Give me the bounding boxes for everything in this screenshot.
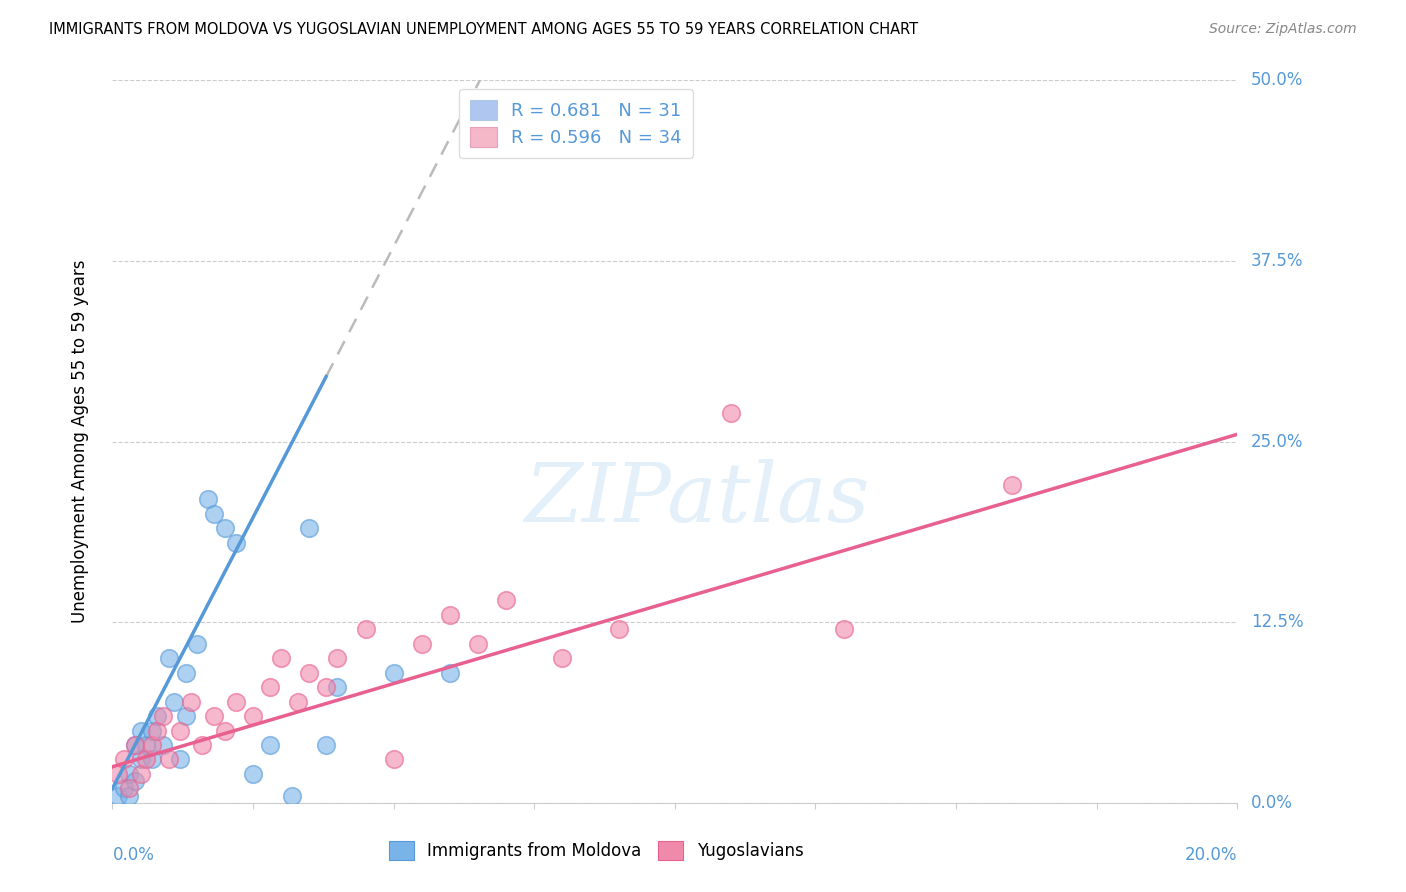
Text: 50.0%: 50.0% (1251, 71, 1303, 89)
Point (124, 774, 146, 789)
Point (720, 406, 742, 420)
Text: IMMIGRANTS FROM MOLDOVA VS YUGOSLAVIAN UNEMPLOYMENT AMONG AGES 55 TO 59 YEARS CO: IMMIGRANTS FROM MOLDOVA VS YUGOSLAVIAN U… (49, 22, 918, 37)
Point (214, 723, 236, 738)
Point (315, 680, 337, 694)
Point (287, 695, 309, 709)
Text: 25.0%: 25.0% (1251, 433, 1303, 450)
Point (129, 723, 152, 738)
Text: 20.0%: 20.0% (1185, 847, 1237, 864)
Point (107, 789, 129, 803)
Point (242, 709, 264, 723)
Point (141, 723, 163, 738)
Point (146, 723, 169, 738)
Point (141, 752, 163, 766)
Point (202, 709, 225, 723)
Point (107, 767, 129, 781)
Text: 0.0%: 0.0% (112, 847, 155, 864)
Point (152, 738, 174, 752)
Point (112, 781, 135, 796)
Point (197, 492, 219, 507)
Point (146, 709, 169, 723)
Point (118, 781, 141, 796)
Point (129, 752, 152, 766)
Point (118, 767, 141, 781)
Point (169, 752, 191, 766)
Point (135, 738, 157, 752)
Point (495, 593, 517, 607)
Point (163, 695, 186, 709)
Point (169, 723, 191, 738)
Text: 12.5%: 12.5% (1251, 613, 1303, 632)
Point (298, 521, 321, 535)
Point (270, 651, 292, 665)
Point (186, 637, 208, 651)
Point (259, 738, 281, 752)
Point (315, 738, 337, 752)
Point (326, 651, 349, 665)
Text: Source: ZipAtlas.com: Source: ZipAtlas.com (1209, 22, 1357, 37)
Point (382, 752, 405, 766)
Point (242, 767, 264, 781)
Point (141, 738, 163, 752)
Text: 0.0%: 0.0% (1251, 794, 1294, 812)
Point (180, 695, 202, 709)
Point (157, 651, 180, 665)
Point (1001, 478, 1024, 492)
Legend: Immigrants from Moldova, Yugoslavians: Immigrants from Moldova, Yugoslavians (382, 835, 810, 867)
Point (124, 738, 146, 752)
Point (439, 665, 461, 680)
Point (607, 623, 630, 637)
Point (124, 738, 146, 752)
Point (439, 607, 461, 622)
Text: 37.5%: 37.5% (1251, 252, 1303, 270)
Point (832, 623, 855, 637)
Point (281, 789, 304, 803)
Point (152, 709, 174, 723)
Point (551, 651, 574, 665)
Y-axis label: Unemployment Among Ages 55 to 59 years: Unemployment Among Ages 55 to 59 years (70, 260, 89, 624)
Point (326, 680, 349, 694)
Point (225, 695, 247, 709)
Point (135, 752, 157, 766)
Point (214, 521, 236, 535)
Point (112, 752, 135, 766)
Point (225, 535, 247, 549)
Point (202, 507, 225, 521)
Point (467, 637, 489, 651)
Text: ZIPatlas: ZIPatlas (524, 459, 870, 540)
Point (411, 637, 433, 651)
Point (118, 789, 141, 803)
Point (382, 665, 405, 680)
Point (157, 752, 180, 766)
Point (259, 680, 281, 694)
Point (174, 665, 197, 680)
Point (354, 623, 377, 637)
Point (298, 665, 321, 680)
Point (191, 738, 214, 752)
Point (129, 767, 152, 781)
Point (174, 709, 197, 723)
